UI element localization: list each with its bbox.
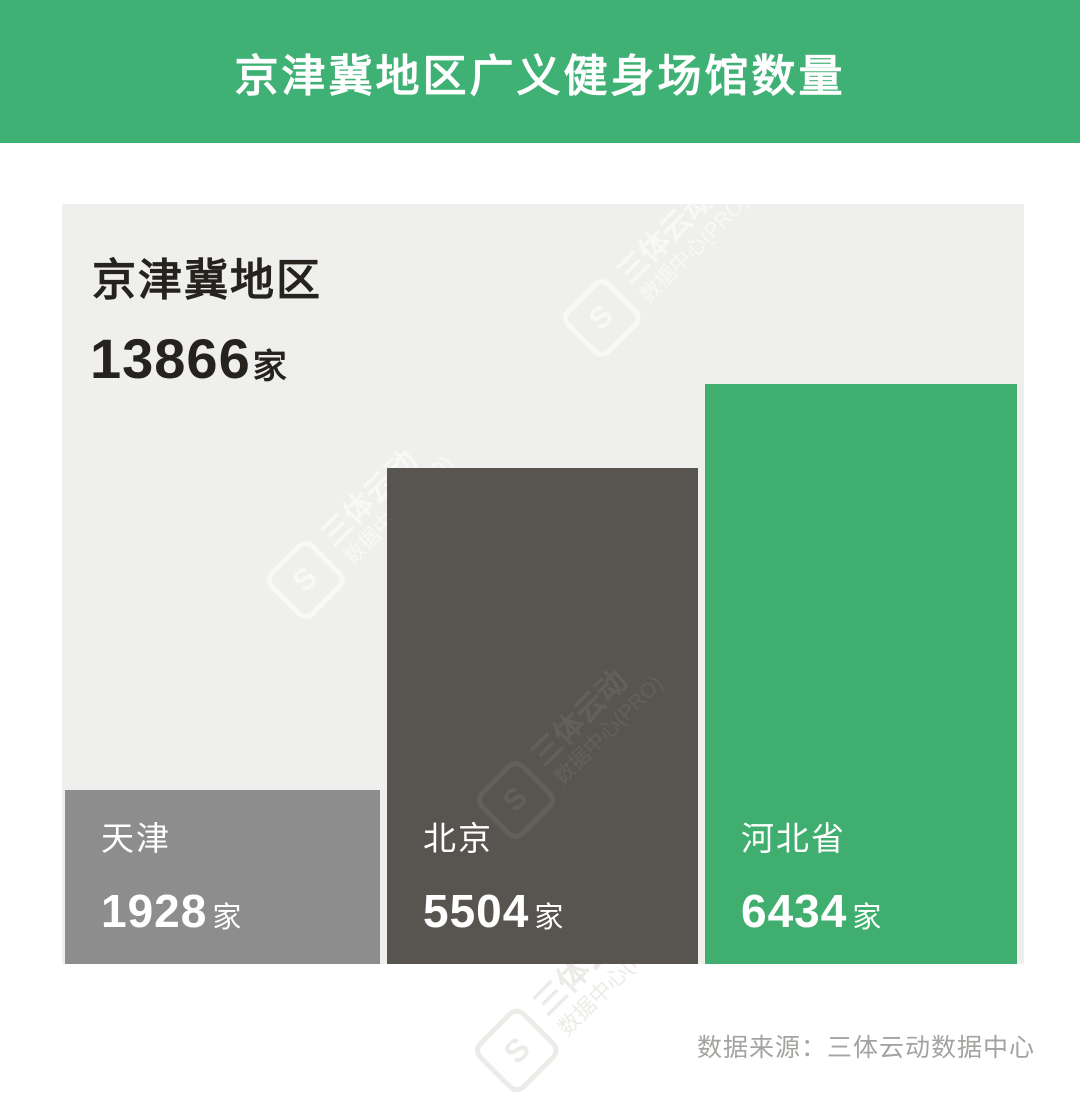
bar-value: 1928 (101, 885, 208, 937)
watermark-sub: 数据中心(PRO) (635, 189, 754, 308)
bar-value: 5504 (423, 885, 530, 937)
bar-tianjin: 天津 1928 家 (65, 790, 380, 964)
bar-category-label: 北京 (423, 820, 493, 857)
bar-hebei: 河北省 6434 家 (705, 384, 1017, 964)
bar-category-label: 河北省 (741, 820, 846, 857)
bar-value-unit: 家 (212, 902, 242, 934)
region-total: 13866 家 (90, 326, 287, 391)
page-title: 京津冀地区广义健身场馆数量 (234, 51, 846, 101)
brand-logo-icon: S (470, 1003, 564, 1097)
bar-value-unit: 家 (534, 902, 564, 934)
region-total-unit: 家 (252, 348, 287, 386)
data-source-label: 数据来源：三体云动数据中心 (696, 1034, 1035, 1062)
watermark-brand: 三体云动 (611, 181, 720, 291)
brand-logo-icon: S (557, 274, 646, 362)
brand-logo-icon: S (261, 536, 350, 624)
bar-value: 6434 (741, 885, 848, 937)
chart-panel: S 三体云动 数据中心(PRO) S 三体云动 数据中心(PRO) 京津冀地区 … (62, 182, 1024, 964)
header-banner: 京津冀地区广义健身场馆数量 (0, 0, 1080, 143)
bar-category-label: 天津 (101, 820, 171, 857)
bar-beijing: 北京 5504 家 (387, 468, 698, 964)
region-total-value: 13866 (90, 327, 251, 390)
bar-value-unit: 家 (852, 902, 882, 934)
watermark: S 三体云动 数据中心(PRO) (557, 164, 756, 362)
region-title: 京津冀地区 (92, 256, 322, 305)
